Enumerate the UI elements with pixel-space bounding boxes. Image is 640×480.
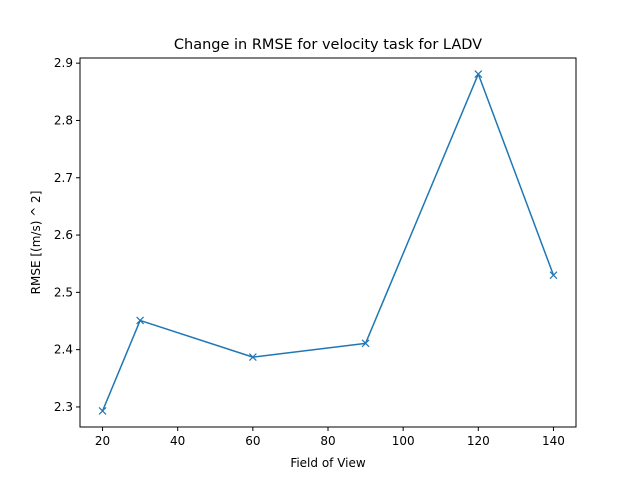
y-tick-label: 2.6 <box>54 228 73 242</box>
x-tick-label: 120 <box>467 434 490 448</box>
y-tick-label: 2.7 <box>54 171 73 185</box>
x-tick-label: 40 <box>170 434 185 448</box>
x-tick-label: 140 <box>542 434 565 448</box>
series-line <box>101 73 555 412</box>
y-axis-label: RMSE [(m/s) ^ 2] <box>29 191 43 295</box>
x-tick-label: 80 <box>320 434 335 448</box>
data-point-marker <box>248 353 257 362</box>
x-tick-label: 100 <box>392 434 415 448</box>
y-axis: 2.3 2.4 2.5 2.6 2.7 2.8 2.9 <box>54 56 80 414</box>
data-point-marker <box>98 407 107 415</box>
x-axis-label: Field of View <box>290 456 366 470</box>
data-point-marker <box>474 70 483 78</box>
x-tick-label: 60 <box>245 434 260 448</box>
data-point-marker <box>136 316 145 325</box>
x-tick-label: 20 <box>95 434 110 448</box>
y-tick-label: 2.5 <box>54 285 73 299</box>
series-layer <box>98 70 558 415</box>
y-tick-label: 2.8 <box>54 113 73 127</box>
plot-area <box>79 57 577 428</box>
chart-title: Change in RMSE for velocity task for LAD… <box>174 37 482 53</box>
y-tick-label: 2.3 <box>54 400 73 414</box>
data-point-marker <box>361 339 370 348</box>
data-point-marker <box>549 271 558 280</box>
y-tick-label: 2.9 <box>54 56 73 70</box>
y-tick-label: 2.4 <box>54 343 73 357</box>
x-axis: 20 40 60 80 100 120 140 <box>95 427 565 448</box>
